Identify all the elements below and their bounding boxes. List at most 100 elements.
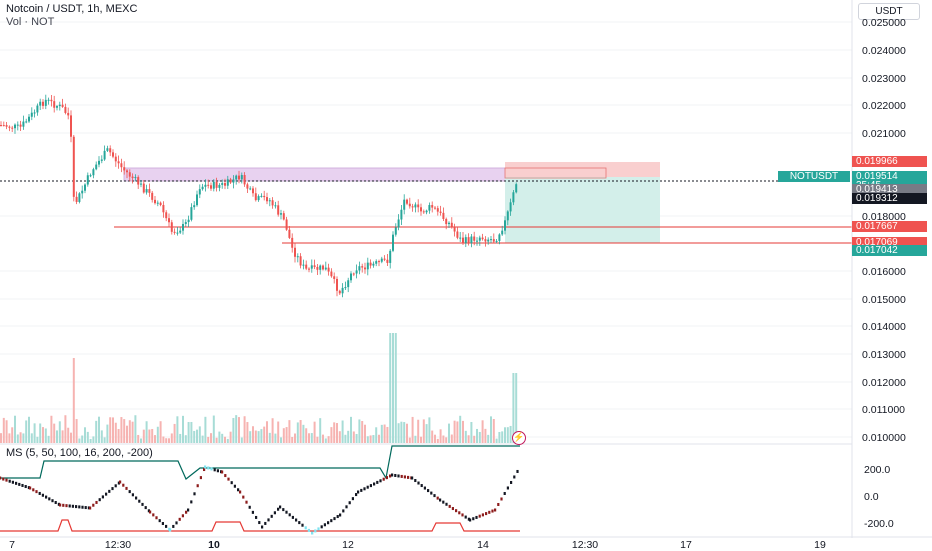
time-axis-label: 10 — [208, 539, 220, 551]
candle-body — [442, 212, 445, 219]
volume-bar — [495, 438, 498, 443]
candle-body — [322, 265, 324, 270]
candle-body — [509, 202, 512, 212]
volume-bar — [344, 434, 347, 443]
candle-body — [302, 264, 305, 266]
volume-bar — [294, 433, 296, 443]
volume-bar — [509, 425, 512, 443]
candle-body — [196, 194, 198, 206]
volume-bar — [263, 426, 266, 443]
lightning-icon[interactable]: ⚡ — [512, 431, 526, 445]
take-profit-price-tag: 0.017042 — [852, 245, 927, 256]
ms-bar — [230, 481, 233, 485]
volume-bar — [392, 333, 394, 443]
ms-bar — [417, 481, 420, 485]
price-axis-label: 0.012000 — [862, 377, 906, 389]
candle-body — [134, 177, 137, 179]
ms-bar — [336, 515, 339, 519]
candle-body — [75, 196, 78, 202]
volume-bar — [266, 421, 268, 443]
candle-body — [187, 219, 190, 223]
candle-body — [501, 230, 504, 235]
ms-bar — [27, 486, 30, 490]
ms-bar — [411, 476, 414, 480]
symbol-title[interactable]: Notcoin / USDT, 1h, MEXC — [6, 3, 138, 15]
candle-body — [100, 159, 103, 161]
volume-bar — [232, 418, 235, 443]
candle-body — [470, 236, 473, 244]
candle-body — [383, 258, 386, 260]
ms-bar — [320, 525, 323, 529]
ms-bar — [475, 515, 478, 519]
volume-bar — [215, 437, 218, 443]
ms-bar — [199, 476, 202, 480]
ms-bar — [169, 528, 172, 532]
candle-body — [142, 183, 145, 193]
ms-bar — [0, 476, 2, 480]
ms-bar — [87, 506, 90, 510]
ms-bar — [196, 484, 199, 488]
price-axis-label: 0.013000 — [862, 349, 906, 361]
candle-body — [355, 270, 358, 274]
ms-bar — [472, 517, 475, 521]
volume-bar — [299, 420, 302, 443]
candle-body — [369, 262, 372, 266]
ms-bar — [21, 483, 24, 487]
volume-bar — [462, 420, 464, 443]
symbol-price-tag: NOTUSDT — [778, 171, 850, 182]
volume-bar — [417, 419, 420, 443]
volume-bar — [431, 430, 434, 443]
ms-bar — [245, 500, 248, 504]
ms-bar — [455, 509, 458, 513]
ms-bar — [8, 479, 11, 483]
ms-bar — [345, 505, 348, 509]
volume-bar — [372, 435, 375, 443]
volume-bar — [120, 417, 123, 443]
ms-bar — [506, 486, 509, 490]
candle-body — [344, 287, 347, 289]
candle-body — [327, 267, 330, 272]
volume-bar — [148, 429, 151, 443]
candle-body — [16, 124, 19, 126]
candle-body — [473, 236, 476, 241]
volume-legend: Vol · NOT — [6, 16, 55, 28]
volume-bar — [420, 436, 422, 443]
candle-body — [498, 234, 501, 241]
volume-bar — [310, 433, 313, 443]
candle-body — [266, 197, 268, 202]
candle-body — [19, 124, 22, 127]
candle-body — [207, 184, 210, 186]
ms-bar — [203, 468, 206, 472]
candle-body — [5, 125, 8, 127]
volume-bar — [285, 427, 288, 443]
volume-bar — [470, 421, 473, 443]
candle-body — [120, 163, 123, 168]
volume-bar — [434, 434, 436, 443]
volume-bar — [504, 427, 506, 443]
ms-bar — [161, 522, 164, 526]
volume-bar — [478, 431, 481, 443]
candle-body — [72, 136, 75, 197]
volume-bar — [316, 436, 319, 443]
volume-bar — [165, 438, 168, 443]
ms-bar — [414, 479, 417, 483]
indicator-title[interactable]: MS (5, 50, 100, 16, 200, -200) — [6, 447, 153, 459]
candle-body — [210, 185, 212, 189]
ms-bar — [149, 510, 152, 514]
volume-bar — [61, 430, 64, 443]
ms-bar — [376, 480, 379, 484]
ms-bar — [237, 488, 240, 492]
volume-bar — [235, 415, 238, 443]
entry-alt-price-tag: 0.019312 — [852, 193, 927, 204]
candle-body — [131, 176, 134, 179]
currency-selector[interactable]: USDT — [858, 3, 920, 20]
volume-bar — [355, 433, 358, 443]
ms-bar — [172, 524, 175, 528]
volume-bar — [142, 429, 145, 443]
ms-bar — [2, 477, 5, 481]
volume-bar — [0, 433, 2, 443]
entry-price-tag: 0.019413 — [852, 184, 927, 195]
ms-bar — [351, 497, 354, 501]
ms-bar — [158, 519, 161, 523]
